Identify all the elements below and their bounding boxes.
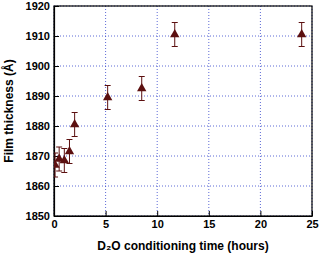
y-grid-line [54,96,312,97]
x-tick-mark [260,211,261,216]
x-tick-label: 25 [306,218,318,230]
error-bar-cap [105,85,111,86]
error-bar-cap [139,100,145,101]
x-tick-label: 5 [103,218,109,230]
error-bar-cap [54,153,58,154]
chart: 0 5 10 15 20 25 1850 1860 1870 1880 1890 1900 1910 19… [0,0,320,258]
error-bar-cap [56,171,62,172]
marks [54,23,306,178]
error-bar-cap [54,177,58,178]
x-tick-mark [106,211,107,216]
error-bar-cap [139,76,145,77]
error-bar-cap [56,147,62,148]
point [170,29,179,37]
plot-frame [54,6,312,216]
x-tick-label: 15 [203,218,215,230]
x-tick: 20 [255,211,267,230]
y-axis-label: Film thickness (Å) [1,59,16,162]
error-bar-cap [72,136,78,137]
y-tick-label: 1890 [26,90,50,102]
y-tick-label: 1880 [26,120,50,132]
x-tick-label: 10 [152,218,164,230]
x-tick-mark [157,211,158,216]
x-axis: 0 5 10 15 20 25 [51,211,318,230]
plot: 0 5 10 15 20 25 1850 1860 1870 1880 1890 1900 1910 19… [26,0,319,230]
error-bar-cap [66,139,72,140]
point [65,146,74,154]
x-tick: 15 [203,211,215,230]
error-bar-cap [172,46,178,47]
x-grid-line [105,6,106,216]
error-bar-cap [61,148,67,149]
error-bar-cap [66,163,72,164]
x-tick: 10 [152,211,164,230]
y-tick-label: 1850 [26,210,50,222]
y-grid-line [54,126,312,127]
x-axis-label: D₂O conditioning time (hours) [97,239,268,253]
y-tick-mark [54,186,59,187]
y-tick-mark [54,36,59,37]
x-tick-label: 0 [51,218,57,230]
error-bar-cap [61,172,67,173]
x-grid-line [157,6,158,216]
x-grid-line [208,6,209,216]
point [137,83,146,91]
y-grid-line [54,186,312,187]
y-grid-line [54,36,312,37]
y-tick-label: 1910 [26,30,50,42]
x-grid-line [260,6,261,216]
point [297,29,306,37]
point [70,119,79,127]
y-tick-mark [54,66,59,67]
x-tick-label: 20 [255,218,267,230]
error-bar-cap [299,46,305,47]
grid [54,6,312,216]
x-tick: 5 [103,211,109,230]
y-tick-label: 1920 [26,0,50,12]
point [103,92,112,100]
error-bar-cap [105,109,111,110]
y-tick-label: 1900 [26,60,50,72]
point [60,155,69,163]
y-tick-mark [54,96,59,97]
y-tick-mark [54,126,59,127]
y-tick-label: 1870 [26,150,50,162]
error-bar-cap [299,22,305,23]
error-bar-cap [172,22,178,23]
error-bar-cap [72,112,78,113]
y-tick-label: 1860 [26,180,50,192]
y-grid-line [54,156,312,157]
y-grid-line [54,66,312,67]
x-tick-mark [209,211,210,216]
